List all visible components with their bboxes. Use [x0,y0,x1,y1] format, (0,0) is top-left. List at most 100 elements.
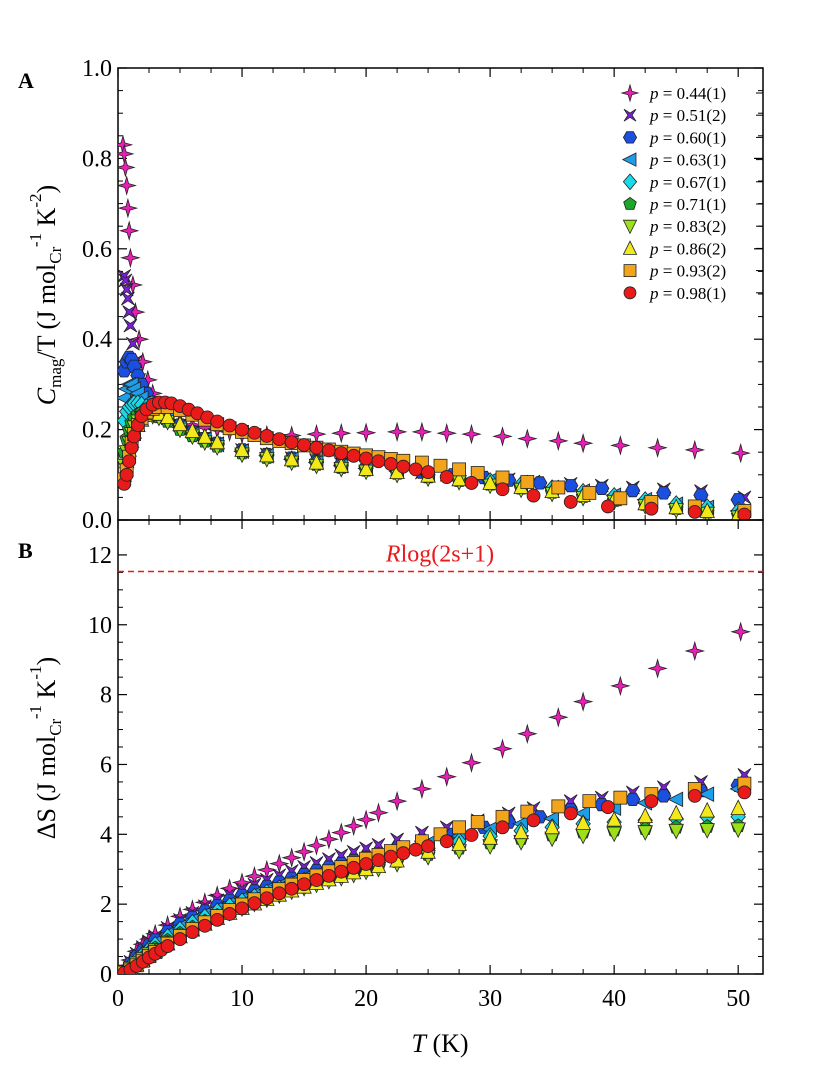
data-point [470,466,485,480]
data-point [544,818,560,835]
panel-a-y-axis-label: Cmag/T (J molCr-1 K-2) [26,185,65,405]
x-tick-label: 30 [478,986,502,1012]
data-point [699,801,715,818]
data-point [235,422,249,437]
panel-b: B 0 2 4 6 8 10 12 0 10 20 30 40 50 Rlog(2s+1) ΔS (J … [18,519,764,1012]
ylabel-b-sup2: -1 [26,665,45,679]
ylabel-b-mid: (J mol [32,736,61,808]
data-point [126,336,140,351]
data-point [197,918,212,933]
data-point [386,421,408,443]
data-point [346,448,361,463]
data-point [210,912,225,927]
data-point [123,318,138,333]
data-point [247,425,262,440]
panel-a-plot-area [118,134,752,520]
data-point [396,846,411,861]
data-point [259,891,274,906]
data-point [118,197,139,219]
data-point [306,835,327,856]
legend-marker [623,264,637,278]
data-point [281,847,302,868]
data-point [371,454,386,469]
data-point [613,491,628,506]
data-point [334,864,349,879]
y-tick-label: 0 [100,962,112,988]
data-point [247,896,262,911]
data-point [606,826,622,843]
legend-marker [621,152,637,167]
legend-item: p = 0.93(2) [623,262,763,281]
y-tick-label: 2 [100,892,112,918]
legend-item: p = 0.63(1) [621,151,763,170]
data-point [120,247,141,269]
data-point [283,450,300,467]
ylabel-a-sup2: -2 [26,193,45,207]
panel-a-letter: A [18,68,34,93]
data-point [610,435,631,456]
y-tick-label: 12 [88,543,112,569]
data-point [433,458,448,473]
data-point [210,414,225,429]
reference-line-label: Rlog(2s+1) [385,541,494,567]
data-point [548,707,569,728]
ylabel-b-sup1: -1 [26,705,45,719]
data-point [482,829,498,845]
legend-item: p = 0.60(1) [622,128,763,147]
legend-item: p = 0.86(2) [622,239,763,258]
x-tick-label: 50 [726,986,750,1012]
data-point [331,422,352,444]
legend-item: p = 0.51(2) [623,106,763,125]
data-point [730,442,751,464]
data-point [184,422,201,438]
data-point [572,691,594,712]
data-point [667,791,684,808]
data-point [421,465,435,479]
data-point [119,282,134,297]
data-point [482,474,498,490]
xlabel-rest: (K) [426,1029,469,1058]
y-tick-label: 0.8 [82,146,112,172]
data-point [284,435,299,450]
data-point [436,422,458,444]
legend-marker [622,131,638,144]
y-tick-label: 6 [100,752,112,778]
data-point [582,794,597,809]
y-tick-label: 4 [100,822,112,848]
legend-marker [622,219,638,235]
legend-item: p = 0.71(1) [623,195,763,214]
data-point [411,778,433,800]
data-point [436,766,458,788]
data-point [334,446,349,461]
data-point [128,328,150,350]
data-point [269,853,290,874]
data-point [698,786,715,802]
data-point [551,480,566,495]
data-point [439,470,454,484]
legend-label: p = 0.71(1) [649,195,726,214]
data-point [346,860,361,875]
data-point [464,828,479,842]
data-point [408,462,423,477]
data-point [124,440,139,455]
data-point [309,440,324,455]
data-point [321,443,336,458]
data-point [495,470,510,485]
data-point [272,886,287,901]
data-point [331,822,352,843]
legend-label: p = 0.83(2) [649,217,726,236]
data-point [118,220,140,241]
ylabel-a-sub2: Cr [46,246,65,263]
data-point [359,857,373,871]
data-point [637,825,653,841]
x-tick-label: 40 [602,986,626,1012]
ylabel-b-mid2: K [32,679,61,705]
data-point [647,437,668,458]
data-point [492,738,513,759]
data-point [297,877,311,892]
y-tick-label: 0.2 [82,418,112,444]
data-point [647,658,668,679]
data-point [355,422,377,443]
y-tick-label: 0.6 [82,237,112,263]
data-point [687,504,702,519]
